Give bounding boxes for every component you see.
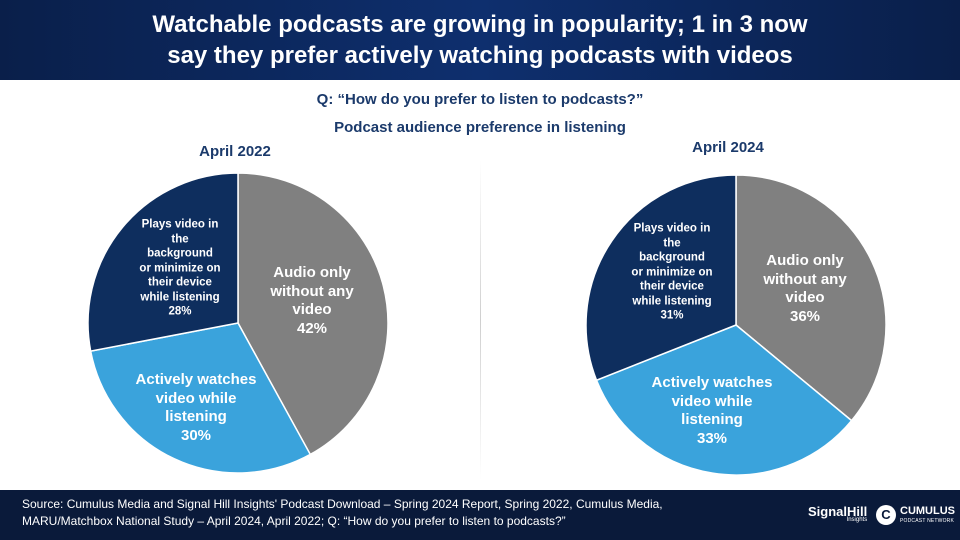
slice-label-line: listening: [681, 411, 743, 428]
pie-slice-audio-only-2022: [237, 172, 389, 456]
slice-label-line: or minimize on: [139, 261, 221, 274]
pie-slice-actively-watches-2022: [89, 322, 312, 474]
pie-slice-actively-watches-2024: [595, 324, 853, 476]
source-line-2: MARU/Matchbox National Study – April 202…: [22, 514, 566, 528]
slice-label-line: without any: [270, 282, 354, 300]
slice-value-label: 42%: [296, 319, 328, 337]
cumulus-logo-icon: C: [876, 505, 896, 525]
pie-chart-2024: [585, 174, 887, 476]
cumulus-logo-text: CUMULUS: [900, 505, 955, 517]
slice-label-line: background: [147, 247, 213, 260]
chart-title-2024: April 2024: [692, 139, 764, 156]
slice-label-line: Plays video in: [141, 218, 219, 231]
slice-label-plays-video-in-2022: Plays video in the background or minimize o…: [139, 217, 220, 319]
pie-slice-plays-video-in-2022: [87, 172, 239, 352]
footer: Source: Cumulus Media and Signal Hill In…: [0, 490, 960, 540]
survey-question: Q: “How do you prefer to listen to podca…: [316, 91, 644, 108]
slice-label-line: listening: [165, 408, 227, 425]
slice-label-line: video while: [155, 389, 237, 407]
title-line-2: say they prefer actively watching podcas…: [167, 42, 793, 69]
slice-value-label: 30%: [180, 426, 212, 444]
slice-value-label: 36%: [789, 307, 821, 325]
slice-label-line: Audio only: [273, 264, 351, 281]
source-note: Source: Cumulus Media and Signal Hill In…: [22, 496, 762, 530]
slice-label-audio-only-2022: Audio only without any video 42%: [270, 264, 353, 338]
slice-label-line: while listening: [140, 290, 220, 303]
chart-subtitle: Podcast audience preference in listening: [334, 119, 626, 136]
slice-label-line: video while: [671, 392, 753, 410]
slice-value-label: 33%: [696, 429, 728, 447]
slice-label-line: their device: [148, 276, 212, 289]
slice-label-plays-video-in-2024: Plays video in the background or minimize o…: [631, 221, 712, 323]
slice-label-line: Plays video in: [633, 222, 711, 235]
source-line-1: Source: Cumulus Media and Signal Hill In…: [22, 497, 663, 511]
pie-slice-plays-video-in-2024: [585, 174, 737, 382]
slice-label-actively-watches-2024: Actively watches video while listening 33%: [652, 374, 773, 448]
pie-chart-2022: [87, 172, 389, 474]
slice-label-line: while listening: [632, 294, 712, 307]
signal-hill-logo: SignalHill Insights: [808, 504, 867, 523]
slice-label-line: Actively watches: [135, 371, 257, 388]
slice-label-line: or minimize on: [631, 265, 713, 278]
slice-label-line: video: [785, 289, 825, 306]
cumulus-logo-sub: PODCAST NETWORK: [900, 518, 955, 524]
slice-label-actively-watches-2022: Actively watches video while listening 30%: [136, 371, 257, 445]
slice-label-line: video: [292, 301, 332, 318]
pie-slice-audio-only-2024: [735, 174, 887, 422]
signal-hill-logo-text: SignalHill: [808, 504, 868, 519]
cumulus-logo: C CUMULUS PODCAST NETWORK: [876, 502, 958, 530]
slice-label-audio-only-2024: Audio only without any video 36%: [763, 252, 846, 326]
signal-hill-logo-sub: Insights: [846, 517, 868, 523]
slice-label-line: the: [171, 232, 189, 245]
slice-label-line: their device: [640, 280, 704, 293]
title-banner: Watchable podcasts are growing in popula…: [0, 0, 960, 80]
chart-title-2022: April 2022: [199, 143, 271, 160]
slice-label-line: Actively watches: [651, 374, 773, 391]
slice-value-label: 31%: [660, 309, 684, 322]
chart-divider: [480, 160, 481, 480]
slice-label-line: without any: [763, 270, 847, 288]
slice-label-line: Audio only: [766, 252, 844, 269]
slice-value-label: 28%: [168, 305, 192, 318]
slice-label-line: background: [639, 251, 705, 264]
slice-label-line: the: [663, 236, 681, 249]
title-line-1: Watchable podcasts are growing in popula…: [152, 11, 808, 38]
